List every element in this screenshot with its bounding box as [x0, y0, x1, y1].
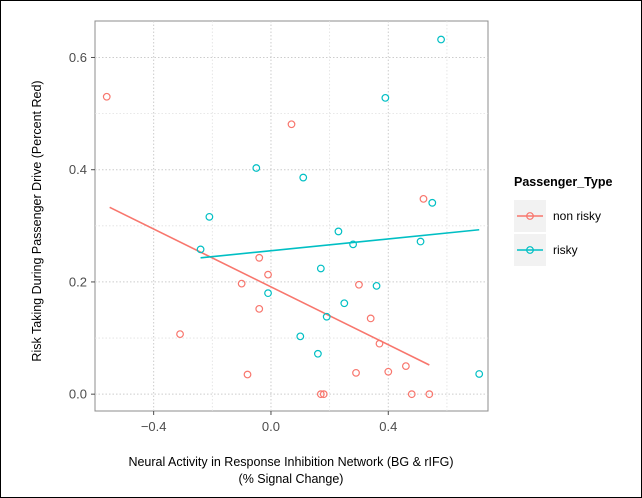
point-risky	[316, 264, 325, 273]
point-risky	[340, 299, 349, 308]
grid-lines	[95, 21, 488, 411]
point-risky	[372, 281, 381, 290]
x-axis: −0.4 0.0 0.4	[141, 411, 397, 434]
point-non-risky	[264, 270, 272, 279]
point-risky	[299, 173, 308, 182]
x-tick-label: −0.4	[141, 419, 167, 434]
fit-line-non-risky	[109, 206, 430, 366]
legend-key-point	[526, 246, 534, 254]
y-axis-title: Risk Taking During Passenger Drive (Perc…	[30, 80, 44, 361]
point-non-risky	[243, 370, 252, 379]
legend-label-non-risky: non risky	[553, 209, 601, 223]
point-non-risky	[316, 390, 325, 399]
fit-line-risky	[200, 228, 480, 259]
point-non-risky	[102, 92, 111, 101]
point-non-risky	[237, 279, 246, 288]
point-non-risky	[352, 368, 360, 377]
point-non-risky	[419, 194, 428, 203]
point-non-risky	[401, 362, 410, 371]
point-non-risky	[366, 314, 375, 323]
point-risky	[428, 198, 437, 207]
point-risky	[313, 349, 322, 358]
legend-label-risky: risky	[553, 243, 578, 257]
fit-lines	[109, 206, 480, 366]
point-risky	[349, 240, 357, 249]
point-non-risky	[176, 330, 184, 339]
plot-panel	[94, 20, 489, 412]
legend-title: Passenger_Type	[514, 175, 612, 189]
y-tick-label: 0.4	[69, 162, 87, 177]
point-risky	[322, 312, 331, 321]
point-non-risky	[384, 367, 393, 376]
point-non-risky	[255, 304, 264, 313]
point-non-risky	[375, 339, 384, 348]
point-non-risky	[287, 120, 296, 129]
point-risky	[437, 35, 445, 44]
point-non-risky	[355, 280, 363, 289]
y-axis: 0.0 0.2 0.4 0.6	[69, 50, 95, 402]
legend: Passenger_Type non risky risky	[513, 166, 631, 271]
x-axis-title-line2: (% Signal Change)	[239, 472, 344, 486]
y-tick-label: 0.2	[69, 274, 87, 289]
x-tick-label: 0.0	[262, 419, 280, 434]
point-non-risky	[319, 390, 328, 399]
x-axis-title-line1: Neural Activity in Response Inhibition N…	[128, 455, 453, 469]
point-risky	[196, 245, 205, 254]
x-tick-label: 0.4	[379, 419, 397, 434]
y-tick-label: 0.0	[69, 387, 87, 402]
y-tick-label: 0.6	[69, 50, 87, 65]
point-risky	[334, 227, 343, 236]
legend-key-point	[526, 212, 534, 220]
point-risky	[416, 237, 425, 246]
point-risky	[252, 164, 261, 172]
point-risky	[381, 93, 390, 102]
point-risky	[264, 289, 272, 298]
point-risky	[296, 332, 305, 341]
point-non-risky	[407, 390, 416, 399]
point-risky	[475, 370, 484, 378]
point-risky	[205, 212, 214, 221]
data-points	[102, 35, 484, 399]
point-non-risky	[425, 390, 434, 399]
point-non-risky	[255, 253, 264, 262]
